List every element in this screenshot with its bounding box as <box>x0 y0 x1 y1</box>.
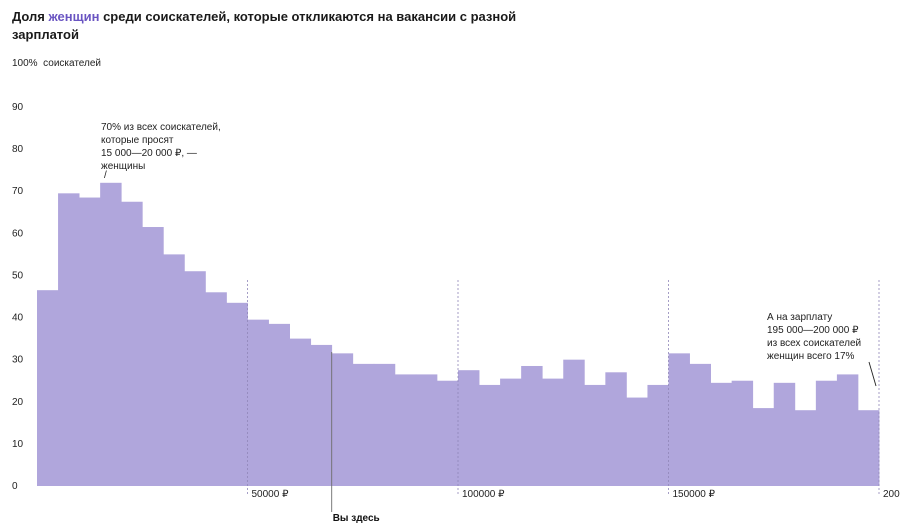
x-tick-label: 150000 ₽ <box>673 489 716 500</box>
y-tick-label: 40 <box>12 313 24 324</box>
title-suffix: среди соискателей, которые откликаются н… <box>12 9 517 42</box>
chart-title: Доля женщин среди соискателей, которые о… <box>12 8 572 44</box>
bar <box>226 302 248 486</box>
bar <box>247 319 269 486</box>
bar <box>773 382 796 486</box>
bar <box>500 378 522 486</box>
bar <box>331 353 354 486</box>
bar <box>289 338 312 486</box>
bar <box>37 290 59 486</box>
bar <box>121 201 143 486</box>
bar <box>605 372 627 486</box>
bar <box>857 410 880 486</box>
bar <box>415 374 438 486</box>
bar <box>794 410 817 486</box>
bar <box>815 380 838 486</box>
y-tick-label: 70 <box>12 186 24 197</box>
bar <box>184 271 206 486</box>
annotation-max-line: 70% из всех соискателей, <box>101 122 221 133</box>
bar <box>394 374 417 486</box>
bar <box>373 363 396 486</box>
y-tick-label: 50 <box>12 270 24 281</box>
annotation-min-line: женщин всего 17% <box>767 351 855 362</box>
bar <box>352 363 375 486</box>
annotation-min-line: А на зарплату <box>767 312 832 323</box>
y-tick-label: 90 <box>12 102 24 113</box>
bar <box>626 397 648 486</box>
y-tick-label: 30 <box>12 355 24 366</box>
bar <box>668 353 690 486</box>
title-highlight: женщин <box>48 9 100 24</box>
bar <box>58 193 80 487</box>
annotation-min-pointer <box>868 361 877 387</box>
bar <box>542 378 564 486</box>
y-tick-label: 80 <box>12 144 24 155</box>
bar <box>731 380 754 486</box>
y-axis-unit-label: 100% соискателей <box>12 58 101 69</box>
bar <box>689 363 711 486</box>
bar <box>752 408 775 486</box>
bar <box>436 380 459 486</box>
y-tick-label: 60 <box>12 228 24 239</box>
bar <box>142 227 164 486</box>
annotation-max-pointer: / <box>104 170 107 181</box>
bar <box>710 382 733 486</box>
annotation-min-line: 195 000—200 000 ₽ <box>767 325 859 336</box>
bar <box>647 384 669 486</box>
bar <box>563 359 585 486</box>
bar <box>836 374 859 486</box>
y-tick-label: 20 <box>12 397 24 408</box>
y-axis-unit: соискателей <box>43 58 102 69</box>
bar <box>100 182 122 487</box>
bar <box>163 254 185 486</box>
bar <box>584 384 606 486</box>
bar <box>268 323 290 486</box>
bar <box>458 370 480 486</box>
you-are-here-label: Вы здесь <box>333 513 380 524</box>
x-tick-label: 100000 ₽ <box>462 489 505 500</box>
bar <box>521 365 543 486</box>
bar <box>310 344 333 486</box>
y-tick-label: 0 <box>12 481 18 492</box>
bar <box>479 384 501 486</box>
annotation-max-line: 15 000—20 000 ₽, — <box>101 148 197 159</box>
y-axis-top-tick: 100% <box>12 58 38 69</box>
x-tick-label: 50000 ₽ <box>252 489 290 500</box>
annotation-max-line: которые просят <box>101 135 174 146</box>
bar <box>79 197 101 487</box>
y-tick-label: 10 <box>12 439 24 450</box>
bar <box>205 292 227 486</box>
title-prefix: Доля <box>12 9 49 24</box>
annotation-max-line: женщины <box>101 161 145 172</box>
annotation-min-line: из всех соискателей <box>767 338 861 349</box>
